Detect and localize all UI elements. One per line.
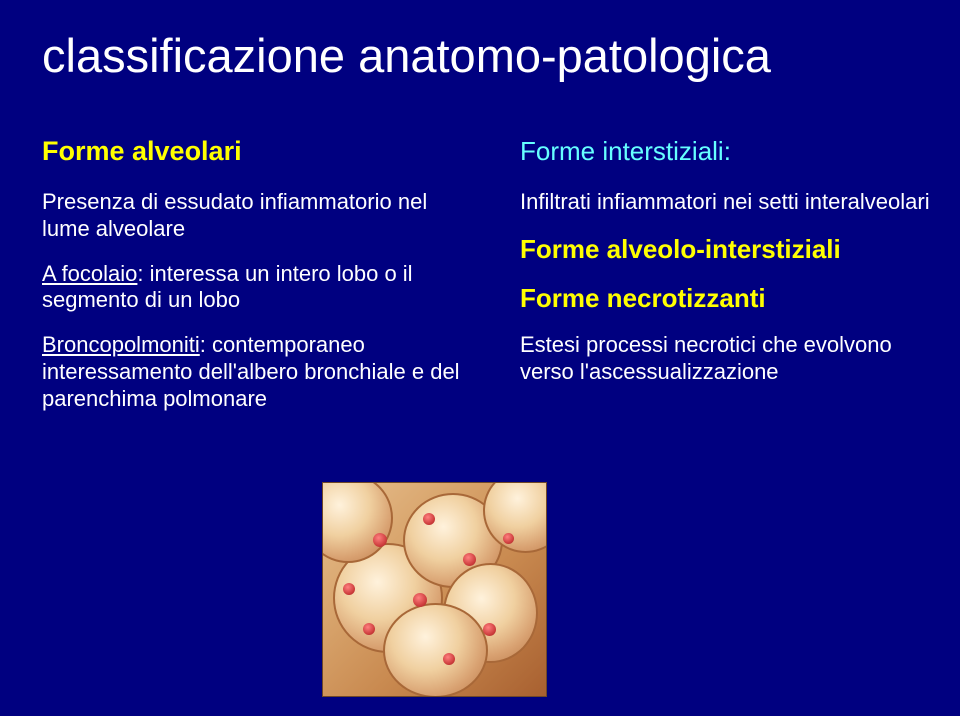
heading-alveolo-interstiziali: Forme alveolo-interstiziali bbox=[520, 234, 940, 265]
label-forme-interstiziali: Forme interstiziali bbox=[520, 136, 724, 166]
label-a-focolaio: A focolaio bbox=[42, 261, 137, 286]
para-broncopolmoniti: Broncopolmoniti: contemporaneo interessa… bbox=[42, 332, 472, 412]
colon: : bbox=[724, 136, 731, 166]
label-broncopolmoniti: Broncopolmoniti bbox=[42, 332, 200, 357]
left-column: Forme alveolari Presenza di essudato inf… bbox=[42, 136, 472, 431]
para-infiltrati: Infiltrati infiammatori nei setti intera… bbox=[520, 189, 940, 216]
para-focolaio: A focolaio: interessa un intero lobo o i… bbox=[42, 261, 472, 315]
alveoli-illustration bbox=[322, 482, 547, 697]
para-necrotici: Estesi processi necrotici che evolvono v… bbox=[520, 332, 940, 386]
heading-forme-alveolari: Forme alveolari bbox=[42, 136, 472, 167]
para-essudato: Presenza di essudato infiammatorio nel l… bbox=[42, 189, 472, 243]
page-title: classificazione anatomo-patologica bbox=[42, 28, 771, 83]
heading-necrotizzanti: Forme necrotizzanti bbox=[520, 283, 940, 314]
heading-forme-interstiziali: Forme interstiziali: bbox=[520, 136, 940, 167]
right-column: Forme interstiziali: Infiltrati infiamma… bbox=[520, 136, 940, 403]
